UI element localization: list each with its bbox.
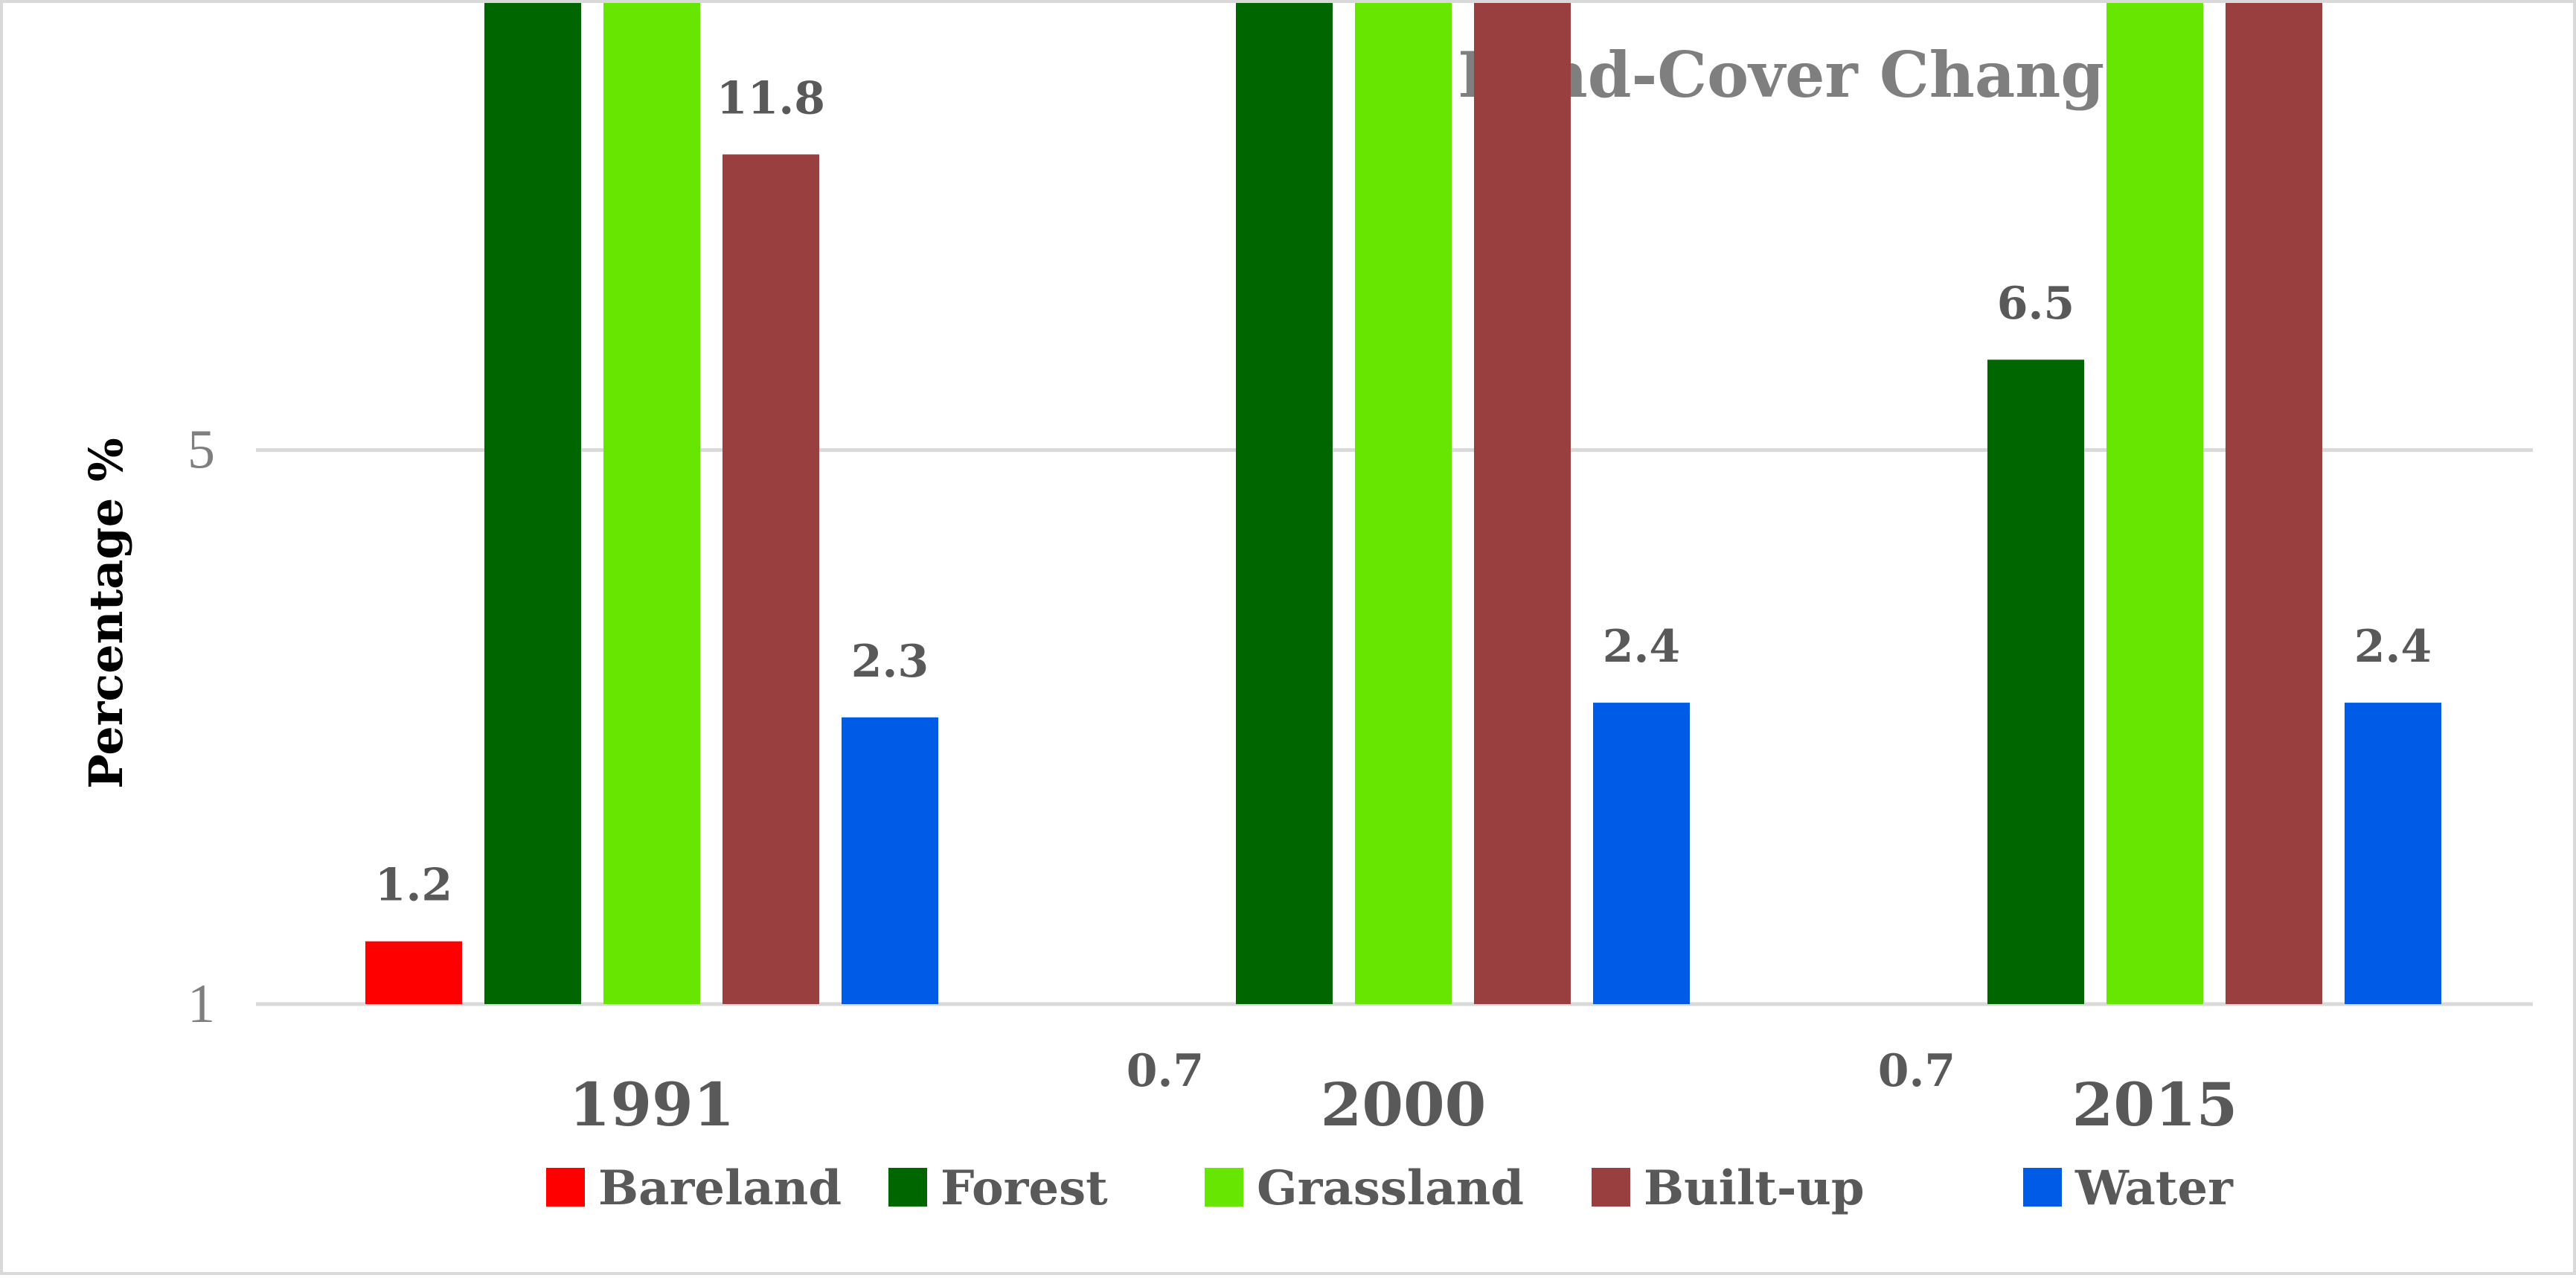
bar-built-up-1991 [723,154,819,1004]
legend-swatch-built-up [1592,1168,1630,1207]
chart-title: Land-Cover Changes [1458,38,2179,112]
data-label-forest-2015: 6.5 [1997,278,2074,330]
y-tick-label: 5 [188,420,215,481]
land-cover-chart: Land-Cover Changes Percentage % 1550 1.2… [79,3,2533,1216]
bar-grassland-1991 [603,3,700,1005]
data-label-water-2015: 2.4 [2354,621,2432,673]
x-tick-label-1991: 1991 [569,1070,735,1140]
bar-grassland-2000 [1355,3,1452,1004]
bar-forest-2015 [1987,360,2084,1004]
x-tick-label-2000: 2000 [1321,1070,1487,1140]
legend-swatch-forest [888,1168,927,1207]
legend: Bareland Forest Grassland Built-up Water [546,1160,2234,1216]
bar-water-2000 [1593,703,1690,1004]
x-tick-label-2015: 2015 [2072,1070,2238,1140]
legend-label-grassland: Grassland [1257,1160,1524,1216]
data-label-bareland-1991: 1.2 [375,860,452,912]
bar-forest-2000 [1236,3,1333,1005]
legend-label-built-up: Built-up [1644,1160,1865,1216]
legend-swatch-water [2023,1168,2062,1207]
data-label-water-2000: 2.4 [1603,621,1680,673]
legend-label-water: Water [2074,1160,2234,1216]
bar-grassland-2015 [2106,3,2203,1005]
bar-water-1991 [842,717,938,1004]
data-label-built-up-1991: 11.8 [717,72,825,124]
data-labels: 1.234.250.511.82.30.721.554.820.62.40.76… [375,72,2432,1097]
bars [365,3,2441,1005]
data-label-bareland-2015: 0.7 [1878,1045,1955,1097]
data-label-water-1991: 2.3 [851,636,929,688]
bar-built-up-2015 [2226,3,2322,1005]
data-label-bareland-2000: 0.7 [1127,1045,1204,1097]
y-axis-ticks: 1550 [188,420,215,1035]
bar-built-up-2000 [1474,3,1571,1004]
bar-forest-1991 [484,3,581,1004]
legend-swatch-bareland [546,1168,585,1207]
x-axis-ticks: 1991 2000 2015 [569,1070,2238,1140]
bar-water-2015 [2345,703,2441,1004]
y-tick-label: 1 [188,974,215,1035]
legend-label-bareland: Bareland [598,1160,842,1216]
legend-swatch-grassland [1205,1168,1243,1207]
y-axis-label: Percentage % [79,438,133,788]
legend-label-forest: Forest [941,1160,1108,1216]
bar-bareland-1991 [365,941,462,1004]
